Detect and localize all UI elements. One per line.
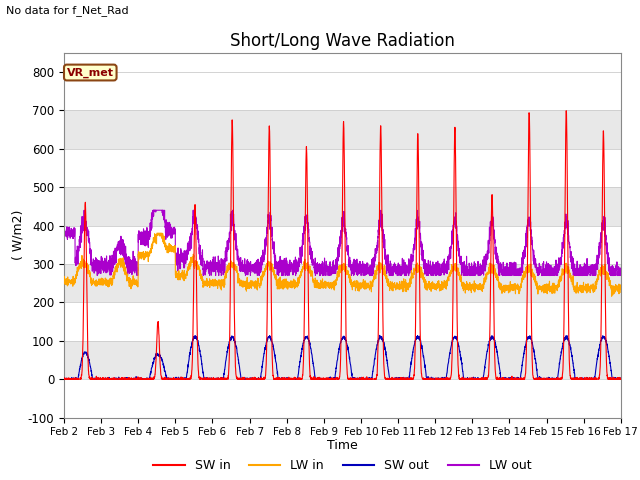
Title: Short/Long Wave Radiation: Short/Long Wave Radiation [230, 32, 455, 50]
Bar [64, 226, 621, 264]
Bar [64, 264, 621, 302]
Bar [64, 72, 621, 110]
Bar [64, 110, 621, 149]
Text: VR_met: VR_met [67, 67, 114, 78]
X-axis label: Time: Time [327, 439, 358, 452]
Bar [64, 379, 621, 418]
Bar [64, 149, 621, 187]
Bar [64, 302, 621, 341]
Text: No data for f_Net_Rad: No data for f_Net_Rad [6, 5, 129, 16]
Legend: SW in, LW in, SW out, LW out: SW in, LW in, SW out, LW out [148, 454, 536, 477]
Bar [64, 187, 621, 226]
Bar [64, 341, 621, 379]
Y-axis label: ( W/m2): ( W/m2) [12, 210, 25, 260]
